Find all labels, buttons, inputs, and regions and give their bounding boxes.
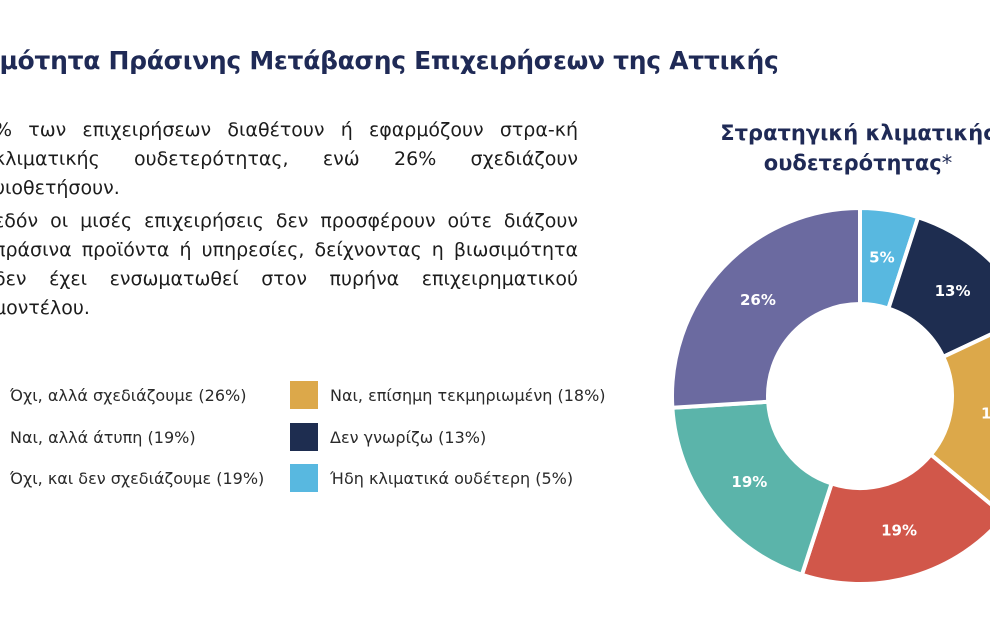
legend-label: Ήδη κλιματικά ουδέτερη (5%): [330, 468, 574, 488]
legend-item-no-not-planning: Όχι, και δεν σχεδιάζουμε (19%): [0, 464, 264, 492]
legend-swatch: [290, 381, 318, 409]
paragraph-green-products: εδόν οι μισές επιχειρήσεις δεν προσφέρου…: [0, 210, 578, 319]
chart-title: Στρατηγική κλιματικής ουδετερότητας*: [668, 118, 990, 178]
paragraph-strategy: % των επιχειρήσεων διαθέτουν ή εφαρμόζου…: [0, 119, 578, 199]
donut-data-label: 19%: [731, 473, 767, 491]
donut-data-label: 18%: [981, 405, 990, 423]
donut-data-label: 13%: [935, 282, 971, 300]
legend-item-already-neutral: Ήδη κλιματικά ουδέτερη (5%): [290, 464, 573, 492]
donut-data-label: 26%: [740, 291, 776, 309]
donut-slice: [928, 332, 990, 507]
legend-label: Όχι, αλλά σχεδιάζουμε (26%): [10, 385, 247, 405]
donut-slice: [670, 205, 862, 410]
legend-label: Όχι, και δεν σχεδιάζουμε (19%): [10, 468, 265, 488]
legend-swatch: [290, 464, 318, 492]
legend-label: Δεν γνωρίζω (13%): [330, 427, 487, 447]
donut-data-label: 5%: [869, 249, 894, 267]
legend-swatch: [290, 423, 318, 451]
legend-item-yes-formal: Ναι, επίσημη τεκμηριωμένη (18%): [290, 381, 606, 409]
chart-title-line1: Στρατηγική κλιματικής: [720, 121, 990, 145]
donut-slice: [885, 214, 990, 360]
chart-title-asterisk: *: [941, 151, 953, 175]
chart-title-line2: ουδετερότητας: [763, 151, 942, 175]
page-title: ιμότητα Πράσινης Μετάβασης Επιχειρήσεων …: [0, 46, 779, 75]
legend-label: Ναι, αλλά άτυπη (19%): [10, 427, 196, 447]
legend-item-dont-know: Δεν γνωρίζω (13%): [290, 423, 486, 451]
donut-data-label: 19%: [881, 521, 917, 539]
donut-slice: [670, 399, 835, 578]
legend-item-no-but-planning: Όχι, αλλά σχεδιάζουμε (26%): [0, 381, 246, 409]
legend-label: Ναι, επίσημη τεκμηριωμένη (18%): [330, 385, 606, 405]
donut-slice: [799, 451, 990, 586]
legend-item-yes-informal: Ναι, αλλά άτυπη (19%): [0, 423, 196, 451]
